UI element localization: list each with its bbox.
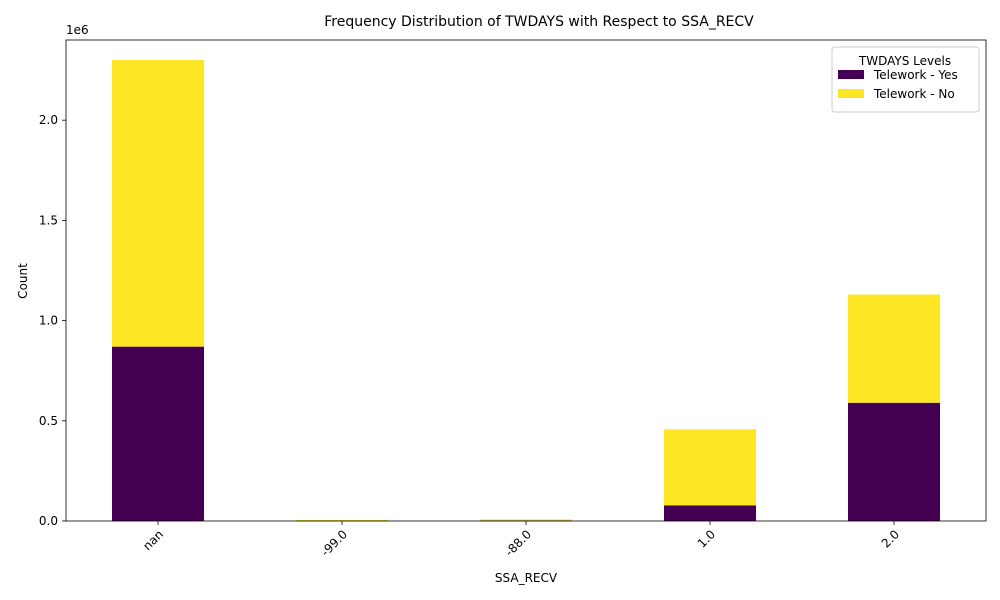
legend-items: Telework - Yes Telework - No — [838, 68, 958, 101]
y-tick-label-2: 1.0 — [39, 314, 58, 328]
y-tick-label-4: 2.0 — [39, 113, 58, 127]
legend-label-1: Telework - No — [873, 87, 955, 101]
bar-yes-4 — [848, 402, 940, 521]
y-axis: 0.0 0.5 1.0 1.5 2.0 — [39, 113, 66, 528]
bars-group — [112, 60, 940, 522]
x-axis-label: SSA_RECV — [495, 571, 558, 585]
y-tick-label-3: 1.5 — [39, 213, 58, 227]
x-tick-label-2: -88.0 — [502, 527, 534, 559]
x-tick-label-4: 2.0 — [879, 527, 902, 550]
x-tick-label-0: nan — [140, 527, 166, 553]
bar-no-0 — [112, 60, 204, 347]
x-tick-label-1: -99.0 — [318, 527, 350, 559]
legend-swatch-1 — [838, 89, 864, 98]
legend-swatch-0 — [838, 70, 864, 79]
bar-no-4 — [848, 294, 940, 403]
x-axis: nan -99.0 -88.0 1.0 2.0 — [140, 521, 902, 559]
legend-box — [831, 46, 980, 113]
y-scale-label: 1e6 — [66, 23, 89, 37]
legend-label-0: Telework - Yes — [873, 68, 958, 82]
bar-no-3 — [664, 429, 756, 506]
y-tick-label-0: 0.0 — [39, 514, 58, 528]
bar-yes-0 — [112, 346, 204, 521]
bar-yes-3 — [664, 505, 756, 521]
legend: TWDAYS Levels Telework - Yes Telework - N… — [831, 46, 980, 113]
x-tick-label-3: 1.0 — [695, 527, 718, 550]
bar-no-1 — [296, 519, 388, 521]
y-axis-label: Count — [16, 263, 30, 299]
chart-title: Frequency Distribution of TWDAYS with Re… — [324, 14, 754, 30]
legend-title: TWDAYS Levels — [858, 54, 951, 68]
bar-no-2 — [480, 519, 572, 521]
y-tick-label-1: 0.5 — [39, 414, 58, 428]
